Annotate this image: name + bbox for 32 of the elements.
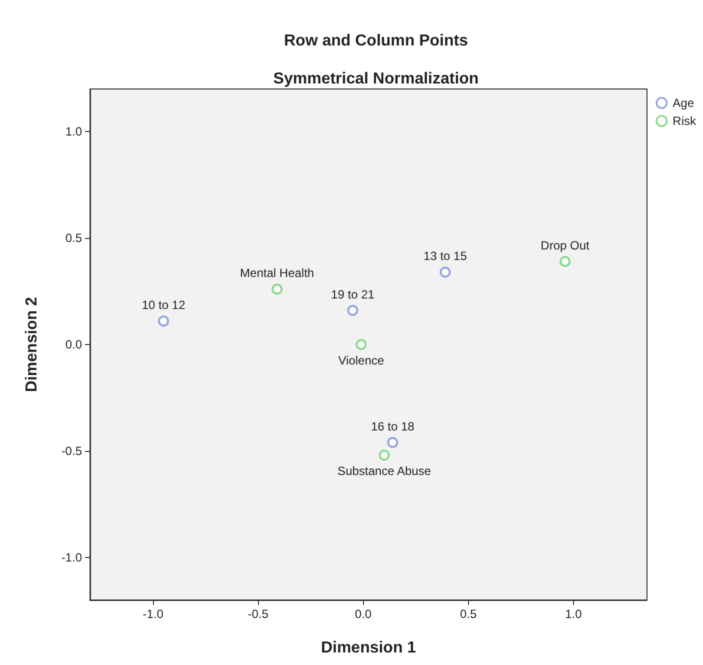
y-tick-label: 0.0 (65, 338, 82, 352)
chart-title: Row and Column Points (284, 32, 468, 50)
point (387, 436, 398, 448)
point (560, 256, 571, 267)
point (272, 284, 283, 295)
annotation: Substance Abuse (338, 464, 432, 478)
y-tick-label: -0.5 (61, 444, 82, 458)
point (440, 266, 451, 278)
y-axis-title: Dimension 2 (24, 296, 40, 392)
x-tick-label: -1.0 (142, 607, 164, 621)
annotation: 16 to 18 (370, 419, 415, 434)
annotation: 19 to 21 (331, 287, 375, 302)
x-tick-label: -0.5 (248, 607, 269, 621)
annotation: Violence (338, 354, 384, 368)
annotation: 10 to 12 (142, 298, 186, 312)
x-tick-label: 1.0 (565, 607, 582, 621)
annotation: Drop Out (540, 238, 590, 252)
x-axis-title: Dimension 1 (320, 640, 416, 656)
y-tick-label: -1.0 (61, 550, 82, 564)
chart-subtitle: Symmetrical Normalization (273, 70, 479, 88)
point (356, 339, 367, 350)
y-tick-label: 1.0 (65, 124, 82, 139)
point (347, 304, 358, 316)
x-tick-label: 0.5 (460, 607, 478, 621)
point (378, 450, 390, 461)
annotation: 13 to 15 (424, 249, 468, 264)
annotation: Mental Health (240, 266, 314, 280)
point (158, 316, 170, 327)
legend-label: Risk (672, 114, 697, 128)
y-tick-label: 0.5 (65, 231, 82, 246)
legend-label: Age (672, 96, 694, 110)
x-tick-label: 0.0 (354, 607, 372, 621)
